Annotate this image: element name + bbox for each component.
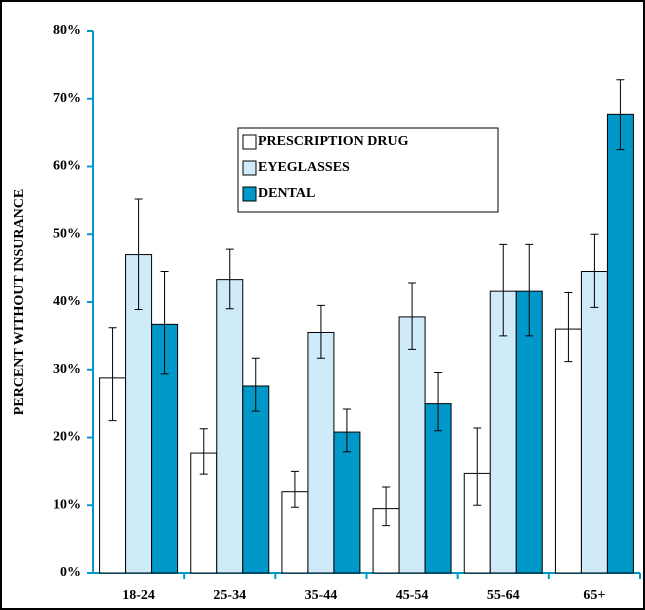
- error-bar: [499, 243, 508, 337]
- error-bar: [525, 243, 534, 337]
- error-bar: [134, 198, 143, 310]
- bar: [554, 328, 582, 574]
- legend-swatch: [242, 186, 257, 202]
- error-bar: [616, 79, 625, 151]
- y-tick-label: 30%: [53, 362, 81, 377]
- bar: [424, 403, 452, 574]
- error-bar: [473, 427, 482, 506]
- x-tick-label: 18-24: [122, 588, 155, 603]
- legend-box: [237, 127, 499, 213]
- error-bar: [590, 233, 599, 308]
- error-bar: [199, 428, 208, 475]
- bar: [606, 113, 634, 574]
- legend-swatch: [242, 134, 257, 150]
- y-axis-label: PERCENT WITHOUT INSURANCE: [12, 189, 27, 415]
- y-tick-label: 60%: [53, 159, 81, 174]
- bar: [242, 385, 270, 574]
- y-tick-label: 70%: [53, 91, 81, 106]
- legend-swatch: [242, 160, 257, 176]
- error-bar: [434, 371, 443, 432]
- bar: [216, 279, 244, 574]
- y-tick-label: 50%: [53, 226, 81, 241]
- error-bar: [225, 248, 234, 310]
- y-tick-label: 40%: [53, 294, 81, 309]
- bar: [333, 431, 361, 574]
- y-tick-label: 20%: [53, 430, 81, 445]
- x-tick-label: 25-34: [213, 588, 246, 603]
- y-tick-label: 80%: [53, 23, 81, 38]
- error-bar: [382, 486, 391, 527]
- bar: [398, 316, 426, 574]
- error-bar: [160, 271, 169, 375]
- error-bar: [316, 304, 325, 359]
- x-tick-label: 55-64: [487, 588, 520, 603]
- bar: [489, 290, 517, 574]
- bar: [580, 271, 608, 574]
- error-bar: [408, 282, 417, 350]
- error-bar: [290, 470, 299, 508]
- error-bar: [342, 408, 351, 453]
- bar: [515, 290, 543, 574]
- x-tick-label: 65+: [583, 588, 605, 603]
- legend-label: DENTAL: [258, 186, 315, 201]
- y-tick-label: 10%: [53, 497, 81, 512]
- legend-label: EYEGLASSES: [258, 160, 350, 175]
- error-bar: [108, 327, 117, 422]
- error-bar: [251, 357, 260, 412]
- x-tick-label: 35-44: [305, 588, 338, 603]
- x-tick-label: 45-54: [396, 588, 429, 603]
- bar: [307, 331, 335, 574]
- legend-label: PRESCRIPTION DRUG: [258, 134, 409, 149]
- y-tick-label: 0%: [60, 565, 81, 580]
- error-bar: [564, 292, 573, 363]
